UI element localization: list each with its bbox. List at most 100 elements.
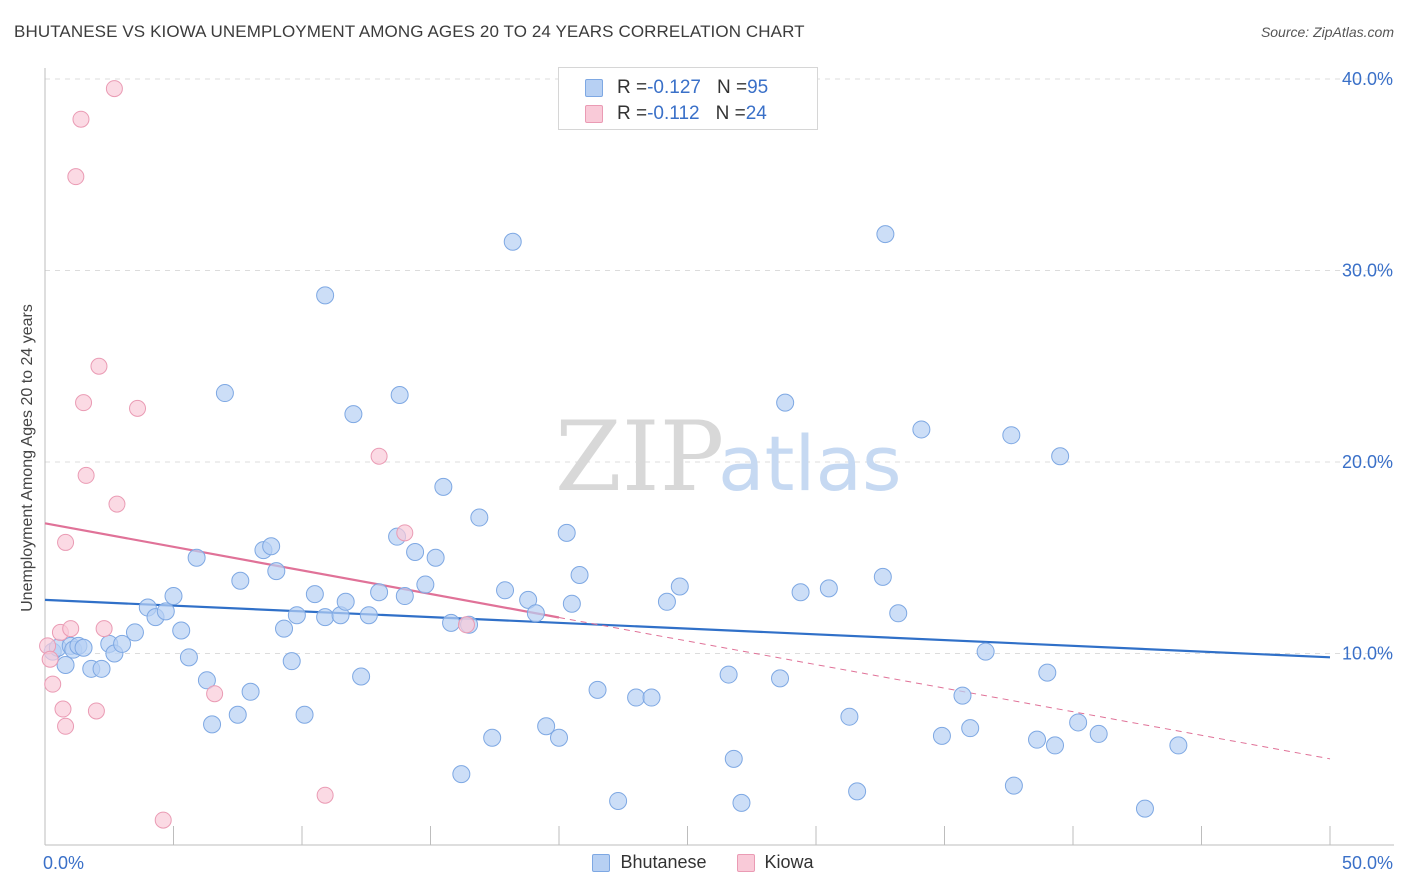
point-kiowa xyxy=(316,786,334,804)
trend-line-bhutanese xyxy=(44,598,1331,659)
point-bhutanese xyxy=(657,592,676,611)
x-tick-label: 0.0% xyxy=(43,853,84,873)
point-bhutanese xyxy=(56,655,75,674)
series-label-kiowa: Kiowa xyxy=(764,852,814,872)
series-swatch-bhutanese xyxy=(592,853,611,872)
grid xyxy=(45,78,1394,654)
point-bhutanese xyxy=(526,604,545,623)
series-legend-kiowa[interactable]: Kiowa xyxy=(736,852,814,873)
point-bhutanese xyxy=(876,225,895,244)
point-kiowa xyxy=(129,399,147,417)
point-kiowa xyxy=(62,620,80,638)
point-bhutanese xyxy=(588,680,607,699)
point-bhutanese xyxy=(562,594,581,613)
point-bhutanese xyxy=(1089,724,1108,743)
point-bhutanese xyxy=(840,707,859,726)
point-bhutanese xyxy=(282,652,301,671)
point-bhutanese xyxy=(1002,426,1021,445)
point-kiowa xyxy=(77,466,95,484)
point-bhutanese xyxy=(164,587,183,606)
point-kiowa xyxy=(370,447,388,465)
point-kiowa xyxy=(41,650,59,668)
point-kiowa xyxy=(108,495,126,513)
point-bhutanese xyxy=(390,385,409,404)
point-bhutanese xyxy=(470,508,489,527)
point-bhutanese xyxy=(873,567,892,586)
legend-r-label: R = xyxy=(617,77,648,98)
point-bhutanese xyxy=(426,548,445,567)
y-tick-label: 30.0% xyxy=(1342,261,1393,281)
point-kiowa xyxy=(57,533,75,551)
point-bhutanese xyxy=(724,749,743,768)
point-bhutanese xyxy=(496,581,515,600)
legend-n-value: 95 xyxy=(747,77,769,98)
point-bhutanese xyxy=(848,782,867,801)
watermark-atlas: atlas xyxy=(718,419,902,508)
point-bhutanese xyxy=(113,634,132,653)
point-bhutanese xyxy=(570,565,589,584)
point-bhutanese xyxy=(1028,730,1047,749)
point-bhutanese xyxy=(316,608,335,627)
y-tick-label: 10.0% xyxy=(1342,644,1393,664)
point-bhutanese xyxy=(932,726,951,745)
series-label-bhutanese: Bhutanese xyxy=(620,852,707,872)
source-note: Source: ZipAtlas.com xyxy=(1260,24,1394,40)
tick-labels: 10.0% 20.0% 30.0% 40.0% 0.0% 50.0% xyxy=(43,69,1393,873)
point-bhutanese xyxy=(434,477,453,496)
axes xyxy=(44,68,1394,846)
point-bhutanese xyxy=(231,571,250,590)
x-tick-label: 50.0% xyxy=(1342,853,1393,873)
point-bhutanese xyxy=(156,602,175,621)
point-bhutanese xyxy=(519,590,538,609)
point-bhutanese xyxy=(819,579,838,598)
point-bhutanese xyxy=(203,715,222,734)
point-bhutanese xyxy=(1038,663,1057,682)
y-tick-label: 20.0% xyxy=(1342,452,1393,472)
point-bhutanese xyxy=(503,232,522,251)
legend-r-value: -0.112 xyxy=(647,103,700,124)
point-bhutanese xyxy=(295,705,314,724)
point-kiowa xyxy=(75,394,93,412)
point-bhutanese xyxy=(241,682,260,701)
point-bhutanese xyxy=(370,583,389,602)
point-bhutanese xyxy=(1069,713,1088,732)
point-bhutanese xyxy=(627,688,646,707)
point-kiowa xyxy=(72,110,90,128)
point-bhutanese xyxy=(267,562,286,581)
series-swatch-kiowa xyxy=(736,853,755,872)
series-legend-bhutanese[interactable]: Bhutanese xyxy=(592,852,707,873)
legend-swatch-bhutanese xyxy=(585,79,603,97)
point-bhutanese xyxy=(719,665,738,684)
point-bhutanese xyxy=(92,659,111,678)
legend-r-label: R = xyxy=(617,103,648,124)
point-bhutanese xyxy=(416,575,435,594)
point-bhutanese xyxy=(172,621,191,640)
point-bhutanese xyxy=(609,791,628,810)
point-bhutanese xyxy=(1051,447,1070,466)
point-bhutanese xyxy=(442,613,461,632)
point-kiowa xyxy=(457,616,475,634)
point-bhutanese xyxy=(670,577,689,596)
y-tick-label: 40.0% xyxy=(1342,69,1393,89)
point-kiowa xyxy=(67,168,85,186)
point-kiowa xyxy=(396,524,414,542)
point-bhutanese xyxy=(262,537,281,556)
legend-n-label: N = xyxy=(716,77,748,98)
point-bhutanese xyxy=(228,705,247,724)
point-kiowa xyxy=(44,675,62,693)
point-bhutanese xyxy=(1046,736,1065,755)
point-bhutanese xyxy=(1004,776,1023,795)
chart-title: BHUTANESE VS KIOWA UNEMPLOYMENT AMONG AG… xyxy=(14,22,805,41)
trend-line-kiowa-projection xyxy=(558,617,1331,760)
legend-r-value: -0.127 xyxy=(647,77,701,98)
point-bhutanese xyxy=(406,543,425,562)
point-bhutanese xyxy=(1169,736,1188,755)
point-bhutanese xyxy=(771,669,790,688)
point-bhutanese xyxy=(452,765,471,784)
point-bhutanese xyxy=(125,623,144,642)
trend-lines xyxy=(44,522,1331,760)
legend-row-kiowa: R = -0.112 N = 24 xyxy=(585,101,767,127)
point-bhutanese xyxy=(359,606,378,625)
point-kiowa xyxy=(54,700,72,718)
